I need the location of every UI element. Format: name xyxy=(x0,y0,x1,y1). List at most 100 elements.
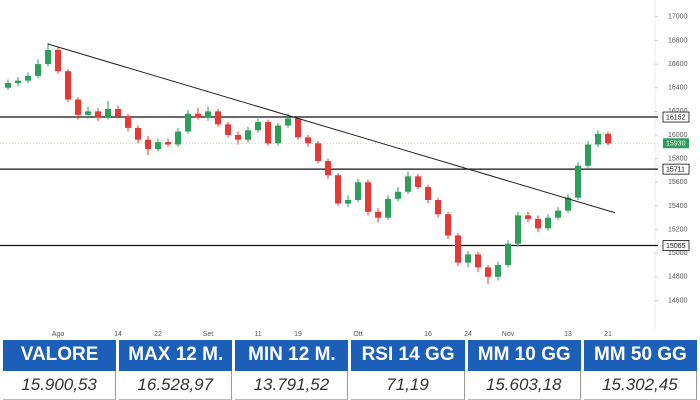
y-tick-label: 16000 xyxy=(668,132,688,139)
table-header: RSI 14 GG xyxy=(351,340,465,371)
candle-body xyxy=(175,131,181,145)
candle-body xyxy=(265,122,271,144)
candle-body xyxy=(105,109,111,118)
candle-body xyxy=(115,109,121,117)
y-tick-label: 15800 xyxy=(668,155,688,162)
candle-body xyxy=(355,182,361,200)
y-tick-label: 15000 xyxy=(668,250,688,257)
level-label-box xyxy=(662,163,690,175)
x-tick-label: 11 xyxy=(254,331,261,338)
candle-body xyxy=(455,235,461,263)
candle-body xyxy=(555,210,561,218)
x-tick-label: 24 xyxy=(464,331,472,338)
candle-body xyxy=(55,49,61,72)
candle-body xyxy=(295,118,301,138)
candle-body xyxy=(415,176,421,187)
x-tick-label: Ott xyxy=(353,331,362,338)
value-row: 15.900,53 16.528,97 13.791,52 71,19 15.603,1… xyxy=(3,370,697,400)
x-tick-label: 22 xyxy=(154,331,162,338)
x-tick-label: 14 xyxy=(114,331,122,338)
candle-body xyxy=(255,122,261,131)
candle-body xyxy=(285,118,291,126)
candle-body xyxy=(75,99,81,115)
table-header: MIN 12 M. xyxy=(235,340,349,371)
table-cell: 16.528,97 xyxy=(119,370,233,400)
candle-body xyxy=(605,133,611,144)
candle-body xyxy=(335,175,341,204)
table-cell: 15.302,45 xyxy=(583,370,697,400)
header-row: VALORE MAX 12 M. MIN 12 M. RSI 14 GG MM 10 G… xyxy=(3,340,697,371)
candle-body xyxy=(445,214,451,236)
table-header: MM 50 GG xyxy=(583,340,697,371)
y-tick-label: 16800 xyxy=(668,37,688,44)
candle-body xyxy=(135,127,141,140)
candle-body xyxy=(405,176,411,192)
candle-body xyxy=(345,200,351,204)
candle-body xyxy=(15,80,21,83)
candle-body xyxy=(315,143,321,161)
y-tick-label: 15400 xyxy=(668,203,688,210)
candle-body xyxy=(95,111,101,118)
candle-body xyxy=(585,144,591,166)
candle-body xyxy=(185,113,191,132)
candle-body xyxy=(205,111,211,118)
candle-body xyxy=(575,165,581,198)
candle-body xyxy=(145,139,151,150)
stats-table: VALORE MAX 12 M. MIN 12 M. RSI 14 GG MM 10 G… xyxy=(0,340,700,400)
x-tick-label: 13 xyxy=(564,331,572,338)
last-price-label: 15930 xyxy=(666,141,686,148)
candle-body xyxy=(425,187,431,200)
table-cell: 13.791,52 xyxy=(235,370,349,400)
table-header: MM 10 GG xyxy=(467,340,581,371)
candle-body xyxy=(225,124,231,135)
x-tick-label: 21 xyxy=(604,331,612,338)
chart: 1700016800166001640016200160001580015600… xyxy=(0,0,690,338)
trendline xyxy=(47,43,616,214)
y-tick-label: 14800 xyxy=(668,274,688,281)
y-tick-label: 15200 xyxy=(668,226,688,233)
candle-body xyxy=(565,197,571,211)
level-label: 15711 xyxy=(666,166,685,173)
table-cell: 15.900,53 xyxy=(3,370,117,400)
y-tick-label: 16400 xyxy=(668,85,688,92)
candle-body xyxy=(165,142,171,145)
candle-body xyxy=(465,254,471,263)
candle-body xyxy=(215,111,221,125)
level-label-box xyxy=(662,111,690,123)
candle-body xyxy=(365,182,371,212)
candle-body xyxy=(245,130,251,140)
y-tick-label: 16600 xyxy=(668,61,688,68)
x-tick-label: 16 xyxy=(424,331,432,338)
x-tick-label: Nov xyxy=(502,331,515,338)
table-header: MAX 12 M. xyxy=(119,340,233,371)
table-cell: 15.603,18 xyxy=(467,370,581,400)
candle-body xyxy=(435,200,441,215)
candle-body xyxy=(595,133,601,145)
y-tick-label: 17000 xyxy=(668,14,688,21)
candle-body xyxy=(525,215,531,219)
level-label-box xyxy=(662,240,690,251)
candle-body xyxy=(125,116,131,128)
candle-body xyxy=(5,83,11,88)
x-tick-label: Ago xyxy=(52,331,65,338)
x-tick-label: 19 xyxy=(294,331,302,338)
y-tick-label: 15600 xyxy=(668,179,688,186)
candle-body xyxy=(515,215,521,244)
candle-body xyxy=(505,243,511,265)
candle-body xyxy=(305,137,311,144)
candle-body xyxy=(35,64,41,76)
candle-body xyxy=(485,267,491,277)
candle-body xyxy=(475,254,481,268)
candle-body xyxy=(235,135,241,140)
candle-body xyxy=(385,198,391,218)
level-label: 15065 xyxy=(666,243,686,250)
candle-body xyxy=(325,161,331,176)
x-tick-label: Set xyxy=(203,331,214,338)
candle-body xyxy=(195,113,201,118)
candle-body xyxy=(85,111,91,115)
candle-body xyxy=(495,265,501,277)
candle-body xyxy=(545,217,551,229)
level-label: 16152 xyxy=(666,114,686,121)
candle-body xyxy=(155,142,161,150)
